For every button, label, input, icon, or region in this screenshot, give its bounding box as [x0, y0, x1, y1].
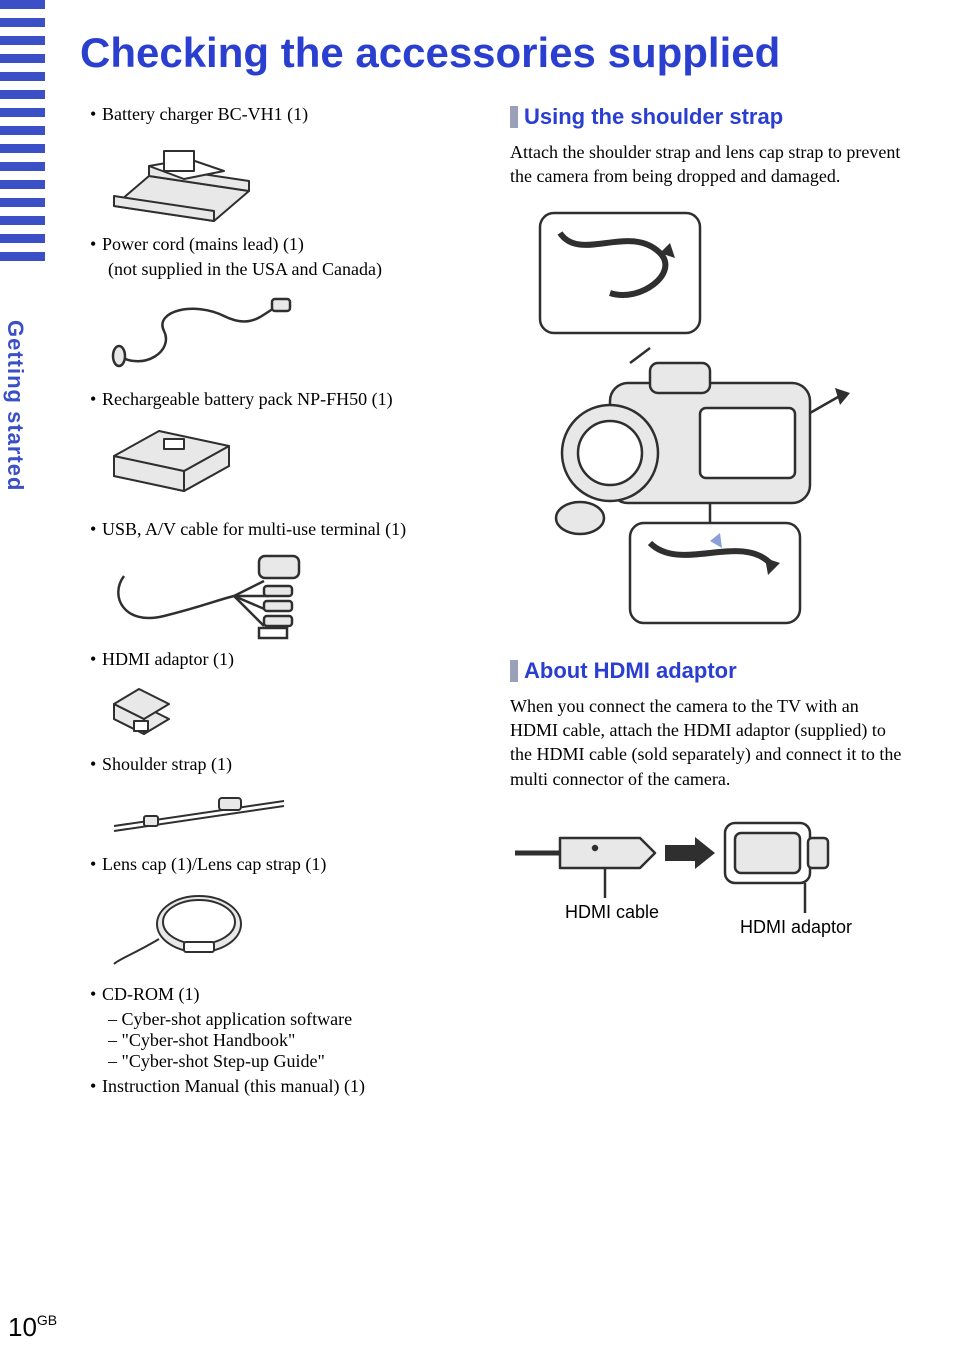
section-mark-icon: [510, 660, 518, 682]
item-subtext: (not supplied in the USA and Canada): [108, 259, 480, 280]
item-text: Shoulder strap (1): [102, 754, 232, 774]
charger-icon: [104, 131, 480, 226]
section-mark-icon: [510, 106, 518, 128]
page-number-value: 10: [8, 1312, 37, 1342]
hdmi-adaptor-label: HDMI adaptor: [740, 917, 852, 937]
item-text: Lens cap (1)/Lens cap strap (1): [102, 854, 326, 874]
item-text: Battery charger BC-VH1 (1): [102, 104, 308, 124]
two-column-layout: •Battery charger BC-VH1 (1) •Power cord …: [80, 100, 930, 1101]
item-text: USB, A/V cable for multi-use terminal (1…: [102, 519, 406, 539]
item-subtext: – "Cyber-shot Handbook": [108, 1030, 480, 1051]
list-item: •Lens cap (1)/Lens cap strap (1): [90, 854, 480, 875]
strap-icon: [104, 781, 480, 846]
hdmi-diagram-icon: HDMI cable HDMI adaptor: [510, 813, 870, 943]
list-item: •Shoulder strap (1): [90, 754, 480, 775]
right-column: Using the shoulder strap Attach the shou…: [510, 100, 910, 1101]
list-item: •Battery charger BC-VH1 (1): [90, 104, 480, 125]
page-content: Checking the accessories supplied •Batte…: [80, 30, 930, 1101]
cord-icon: [104, 286, 480, 381]
section-title: About HDMI adaptor: [524, 658, 737, 684]
hdmi-cable-label: HDMI cable: [565, 902, 659, 922]
section-title: Using the shoulder strap: [524, 104, 783, 130]
list-item: •HDMI adaptor (1): [90, 649, 480, 670]
section-heading: About HDMI adaptor: [510, 658, 910, 684]
section-body: Attach the shoulder strap and lens cap s…: [510, 140, 910, 189]
side-tab-label: Getting started: [2, 320, 28, 491]
item-text: Rechargeable battery pack NP-FH50 (1): [102, 389, 393, 409]
list-item: •USB, A/V cable for multi-use terminal (…: [90, 519, 480, 540]
section-body: When you connect the camera to the TV wi…: [510, 694, 910, 791]
item-text: HDMI adaptor (1): [102, 649, 234, 669]
page-number-suffix: GB: [37, 1312, 57, 1328]
page-number: 10GB: [8, 1312, 57, 1343]
shoulder-strap-diagram-icon: [510, 203, 850, 633]
hdmi-adaptor-icon: [104, 676, 480, 746]
list-item: •CD-ROM (1): [90, 984, 480, 1005]
list-item: •Power cord (mains lead) (1): [90, 234, 480, 255]
item-text: Instruction Manual (this manual) (1): [102, 1076, 365, 1096]
item-text: CD-ROM (1): [102, 984, 200, 1004]
page-title: Checking the accessories supplied: [80, 30, 930, 76]
list-item: •Rechargeable battery pack NP-FH50 (1): [90, 389, 480, 410]
lens-cap-icon: [104, 881, 480, 976]
usb-av-cable-icon: [104, 546, 480, 641]
item-text: Power cord (mains lead) (1): [102, 234, 304, 254]
accessories-list: •Battery charger BC-VH1 (1) •Power cord …: [80, 100, 480, 1101]
item-subtext: – Cyber-shot application software: [108, 1009, 480, 1030]
list-item: •Instruction Manual (this manual) (1): [90, 1076, 480, 1097]
battery-icon: [104, 416, 480, 511]
item-subtext: – "Cyber-shot Step-up Guide": [108, 1051, 480, 1072]
edge-decorative-bars: [0, 0, 45, 270]
section-heading: Using the shoulder strap: [510, 104, 910, 130]
